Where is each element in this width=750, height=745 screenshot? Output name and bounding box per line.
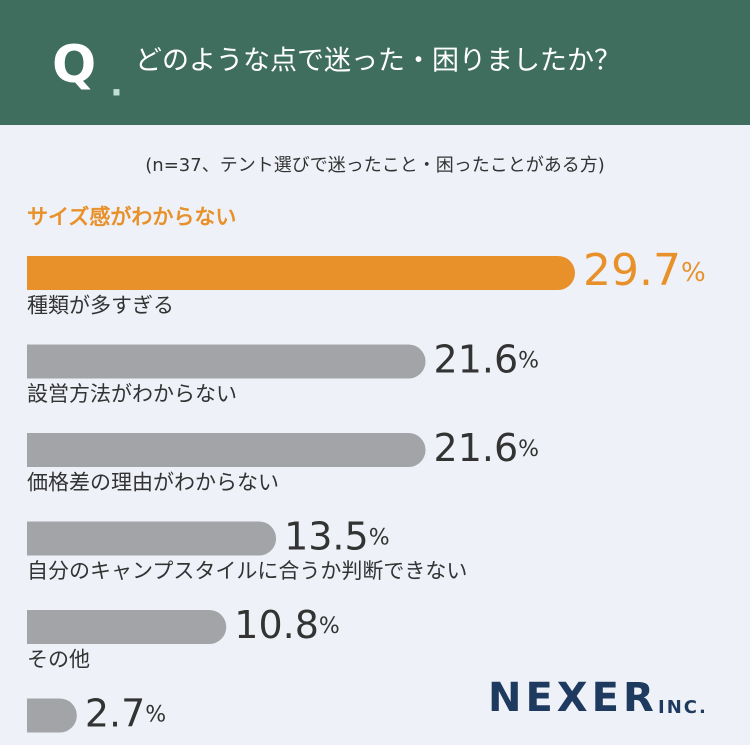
logo-suffix: INC. (658, 697, 708, 718)
category-label: サイズ感がわからない (27, 205, 236, 229)
bar (27, 521, 277, 556)
value-unit: % (681, 258, 706, 288)
value-unit: % (145, 703, 166, 728)
q-letter: Q (52, 35, 96, 95)
category-label: その他 (27, 648, 90, 672)
value-number: 21.6 (434, 426, 519, 470)
category-label: 設営方法がわからない (27, 382, 237, 406)
title: どのような点で迷った・困りましたか？ (135, 46, 621, 77)
value-unit: % (518, 349, 539, 374)
header (0, 0, 750, 125)
value-unit: % (518, 437, 539, 462)
value-number: 10.8 (234, 603, 319, 647)
value-number: 2.7 (85, 691, 145, 735)
value-unit: % (369, 526, 390, 551)
value-unit: % (319, 614, 340, 639)
value-label: 21.6% (434, 426, 540, 470)
subtitle: (n=37、テント選びで迷ったこと・困ったことがある方) (145, 155, 604, 176)
value-number: 21.6 (434, 337, 519, 381)
bar (27, 698, 77, 733)
value-label: 29.7% (583, 245, 706, 296)
value-number: 13.5 (284, 514, 369, 558)
value-label: 10.8% (234, 603, 340, 647)
bar (27, 610, 227, 644)
value-label: 2.7% (85, 691, 166, 735)
bar (27, 344, 426, 379)
category-label: 自分のキャンプスタイルに合うか判断できない (27, 559, 467, 583)
bar (27, 433, 426, 467)
bar (27, 256, 575, 290)
value-label: 13.5% (284, 514, 390, 558)
category-label: 種類が多すぎる (27, 294, 174, 318)
logo: NEXER (488, 675, 658, 721)
value-number: 29.7 (583, 245, 681, 296)
category-label: 価格差の理由がわからない (27, 471, 279, 495)
value-label: 21.6% (434, 337, 540, 381)
q-dot: . (110, 65, 123, 105)
